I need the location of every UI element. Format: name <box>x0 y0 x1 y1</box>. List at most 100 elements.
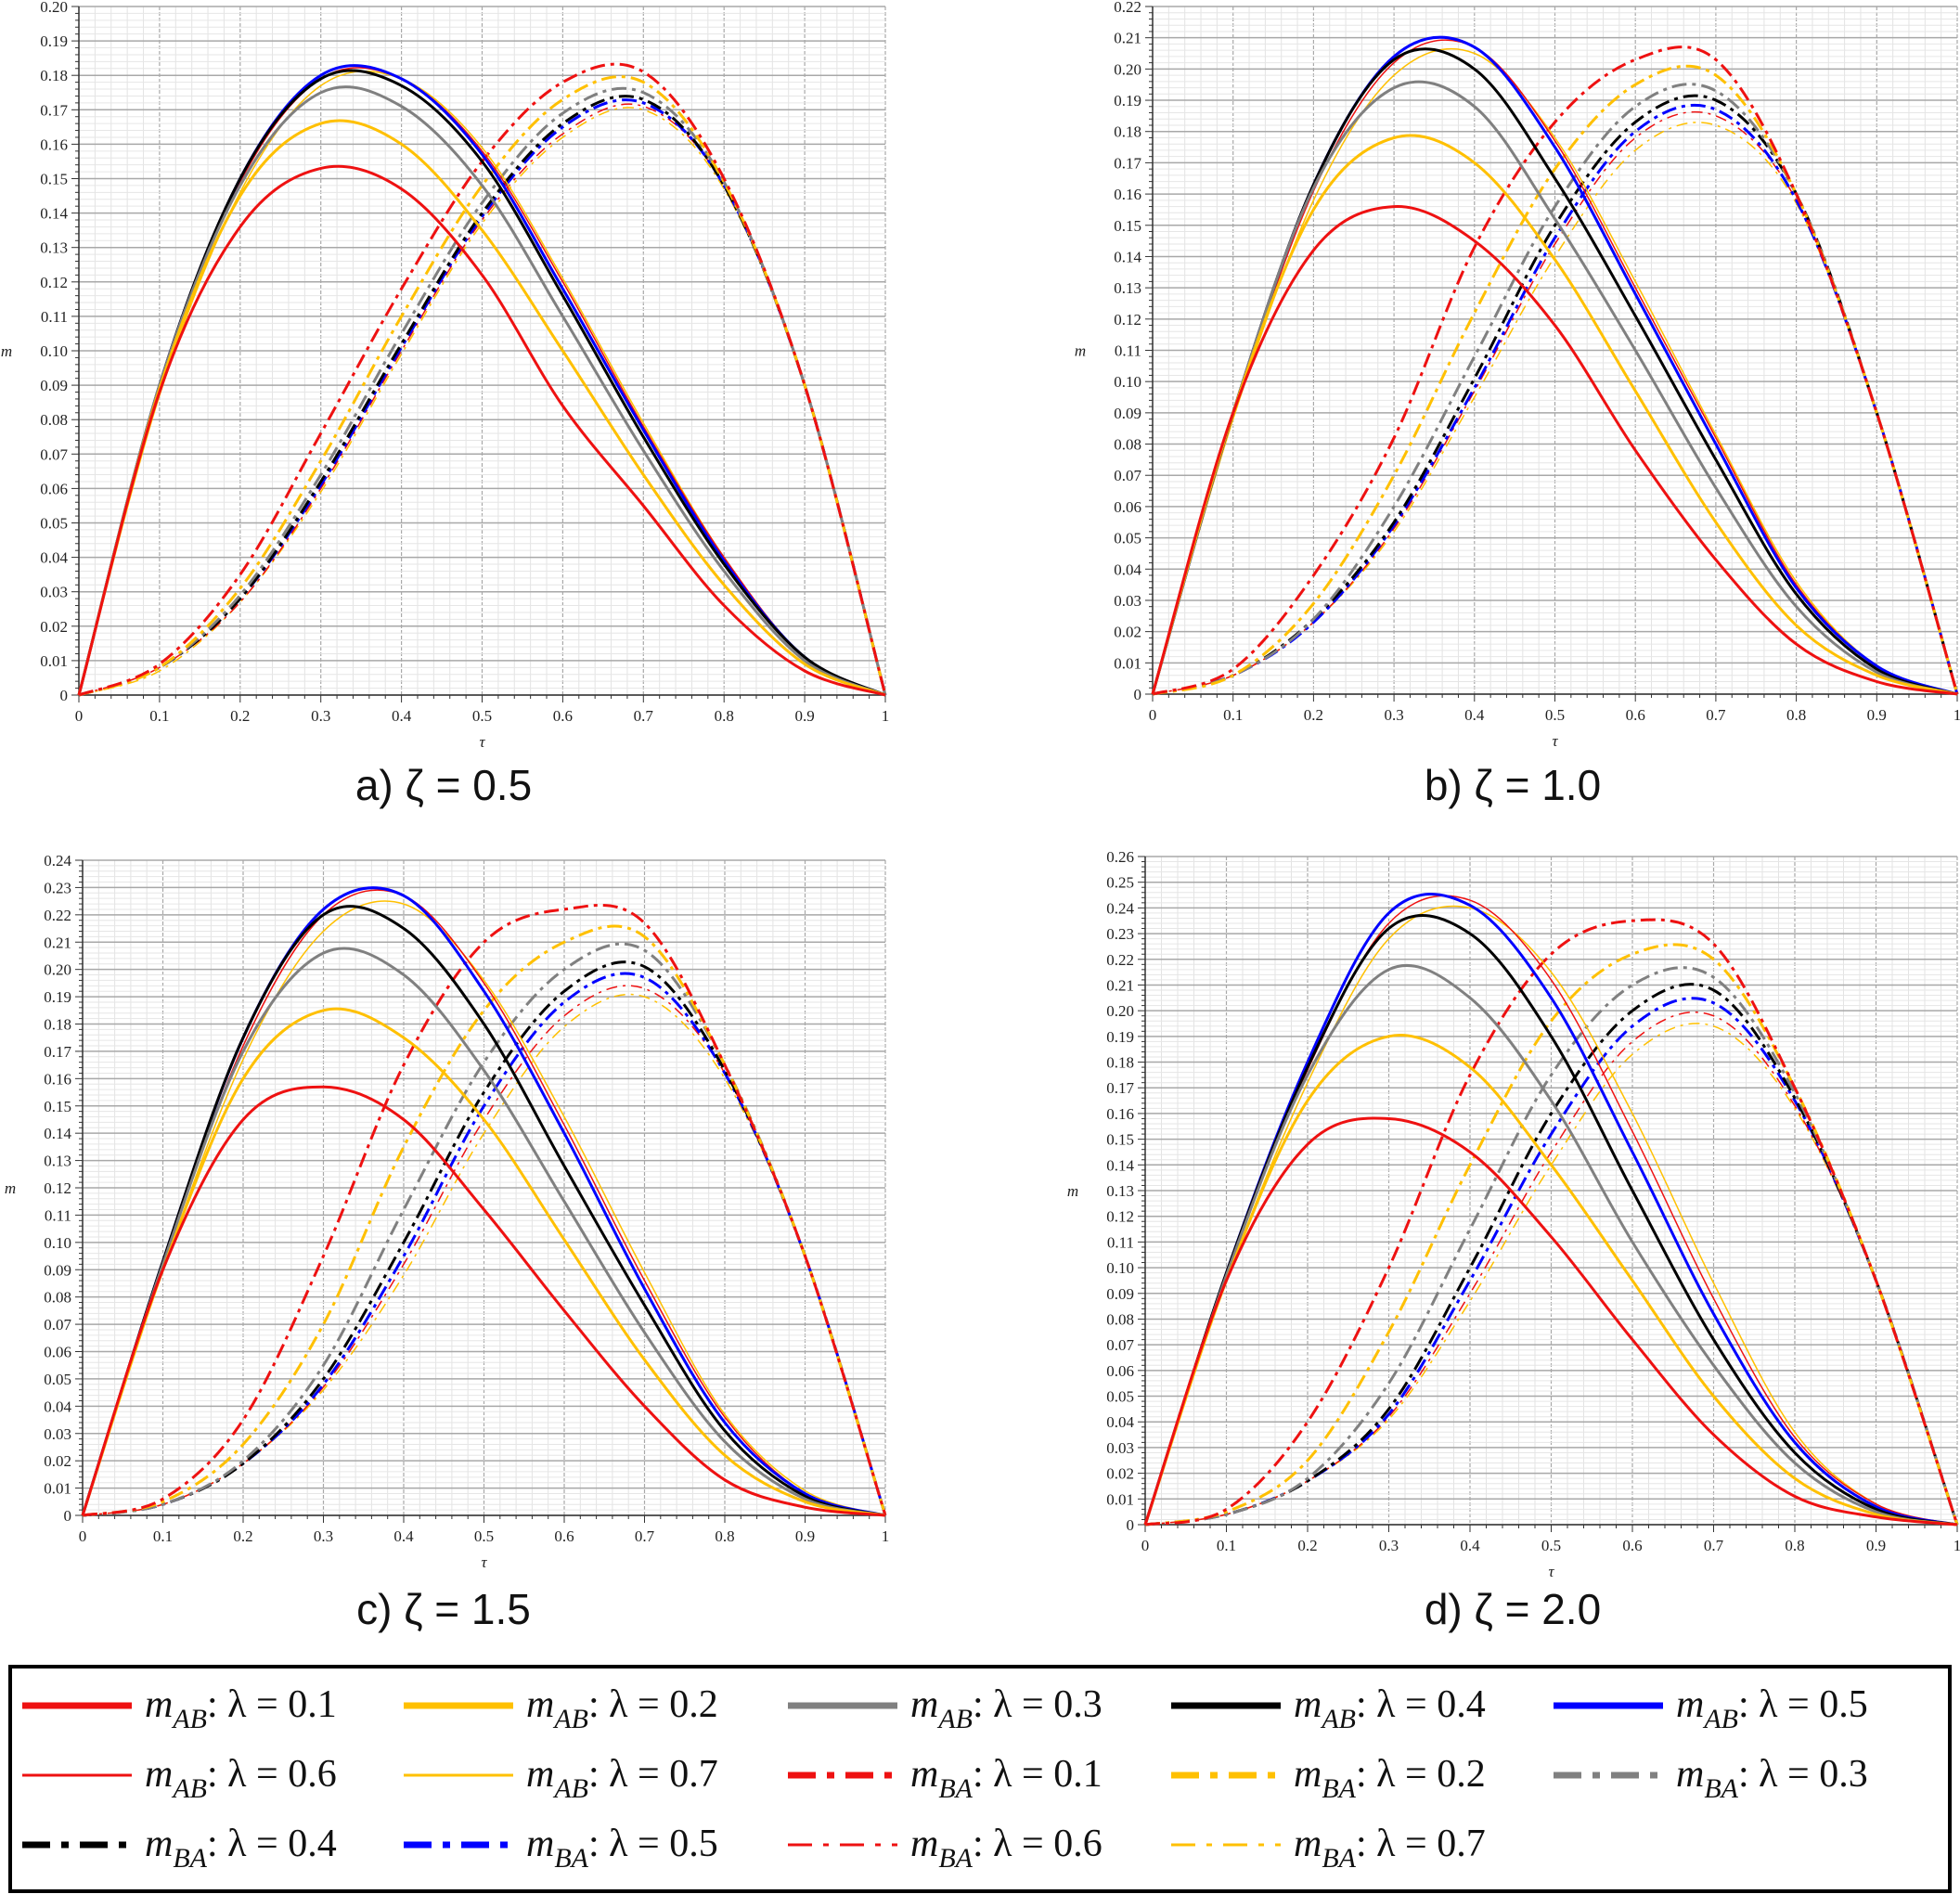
legend-text: : λ = 0.3 <box>973 1683 1102 1726</box>
legend-entry: mAB: λ = 0.2 <box>404 1683 718 1734</box>
x-tick-label: 0.4 <box>392 707 412 725</box>
legend-text: : λ = 0.4 <box>207 1823 337 1865</box>
y-tick-label: 0.19 <box>40 32 68 50</box>
panel-caption: a) ζ = 0.5 <box>355 761 532 809</box>
y-tick-label: 0.22 <box>44 907 71 924</box>
y-tick-label: 0.05 <box>44 1371 71 1388</box>
legend-text: : λ = 0.1 <box>207 1683 337 1726</box>
x-tick-label: 0 <box>1141 1537 1150 1554</box>
y-tick-label: 0.22 <box>1114 0 1141 16</box>
x-tick-label: 0.1 <box>1223 706 1243 724</box>
legend-text: : λ = 0.2 <box>1356 1753 1486 1796</box>
series-line-m-ba-0.5 <box>1152 103 1959 696</box>
legend-text: : λ = 0.4 <box>1356 1683 1486 1726</box>
y-tick-label: 0.12 <box>1106 1208 1134 1226</box>
y-tick-label: 0.05 <box>1114 530 1141 548</box>
y-tick-label: 0.10 <box>44 1234 71 1252</box>
legend-symbol: m <box>526 1753 554 1796</box>
legend-label: mAB: λ = 0.2 <box>526 1683 718 1734</box>
legend-entry: mAB: λ = 0.6 <box>22 1753 337 1804</box>
x-tick-label: 0.8 <box>1785 1537 1804 1554</box>
series-line-m-ba-0.4 <box>78 95 887 697</box>
legend-text: : λ = 0.5 <box>1738 1683 1868 1726</box>
y-tick-label: 0.16 <box>44 1070 71 1088</box>
y-tick-label: 0.24 <box>44 852 71 870</box>
legend-subscript: BA <box>1322 1773 1356 1804</box>
panel-caption: d) ζ = 2.0 <box>1425 1585 1601 1633</box>
y-tick-label: 0.13 <box>1114 279 1141 297</box>
y-tick-label: 0.05 <box>1106 1388 1134 1406</box>
y-tick-label: 0.02 <box>1114 624 1141 641</box>
series-group <box>81 886 887 1517</box>
legend-label: mBA: λ = 0.7 <box>1294 1823 1486 1874</box>
y-tick-label: 0.02 <box>1106 1465 1134 1483</box>
legend-subscript: AB <box>1702 1704 1738 1734</box>
y-tick-label: 0.14 <box>1106 1156 1134 1174</box>
y-tick-label: 0.18 <box>44 1016 71 1034</box>
y-tick-label: 0.06 <box>1114 498 1141 516</box>
legend-text: : λ = 0.6 <box>207 1753 337 1796</box>
y-tick-label: 0.11 <box>41 308 68 326</box>
legend-symbol: m <box>1676 1753 1704 1796</box>
legend-text: : λ = 0.5 <box>588 1823 718 1865</box>
y-tick-label: 0 <box>1134 686 1142 703</box>
series-line-m-ba-0.1 <box>78 62 887 697</box>
y-tick-label: 0.03 <box>1106 1439 1134 1457</box>
panel-caption: b) ζ = 1.0 <box>1425 761 1601 809</box>
legend-subscript: AB <box>171 1773 207 1804</box>
y-tick-label: 0.15 <box>1106 1131 1134 1149</box>
x-tick-label: 0.2 <box>1297 1537 1317 1554</box>
series-line-m-ab-0.1 <box>1151 205 1958 696</box>
grid <box>78 6 886 696</box>
x-tick-label: 0.7 <box>635 1527 655 1545</box>
y-tick-label: 0.03 <box>44 1425 71 1443</box>
x-tick-label: 1 <box>882 1527 890 1545</box>
y-tick-label: 0.10 <box>1114 373 1141 391</box>
legend-symbol: m <box>1294 1753 1322 1796</box>
y-tick-label: 0.12 <box>1114 311 1141 329</box>
y-tick-label: 0.12 <box>44 1179 71 1197</box>
x-tick-label: 0.2 <box>1304 706 1323 724</box>
legend-label: mAB: λ = 0.4 <box>1294 1683 1486 1734</box>
y-tick-label: 0.07 <box>44 1316 71 1334</box>
x-tick-label: 0.1 <box>153 1527 173 1545</box>
y-tick-label: 0.09 <box>40 377 68 394</box>
y-tick-label: 0.08 <box>40 411 68 429</box>
y-tick-label: 0.18 <box>1114 123 1141 141</box>
x-tick-label: 0.4 <box>1460 1537 1480 1554</box>
series-line-m-ab-0.2 <box>1151 134 1958 696</box>
y-tick-label: 0.02 <box>44 1452 71 1470</box>
x-tick-label: 0.1 <box>1217 1537 1236 1554</box>
legend-entry: mBA: λ = 0.5 <box>404 1823 718 1874</box>
series-line-m-ba-0.1 <box>82 904 887 1517</box>
x-axis-label: τ <box>1552 732 1558 750</box>
x-tick-label: 0.6 <box>554 1527 574 1545</box>
x-tick-label: 0.5 <box>474 1527 494 1545</box>
y-tick-label: 0.16 <box>1106 1105 1134 1123</box>
y-tick-label: 0.21 <box>1114 30 1141 47</box>
x-tick-label: 0 <box>79 1527 87 1545</box>
legend-label: mAB: λ = 0.7 <box>526 1753 718 1804</box>
y-tick-label: 0.25 <box>1106 874 1134 892</box>
y-tick-label: 0.04 <box>1114 560 1141 578</box>
legend-label: mBA: λ = 0.1 <box>910 1753 1102 1804</box>
legend-symbol: m <box>145 1753 173 1796</box>
y-tick-label: 0.19 <box>1114 92 1141 110</box>
legend-label: mBA: λ = 0.5 <box>526 1823 718 1874</box>
y-tick-label: 0.14 <box>40 205 68 223</box>
y-tick-label: 0.06 <box>40 480 68 497</box>
series-line-m-ba-0.3 <box>1152 83 1959 696</box>
series-group <box>1151 35 1959 696</box>
x-axis-label: τ <box>481 1553 487 1571</box>
y-tick-label: 0 <box>1127 1516 1135 1534</box>
series-group <box>77 62 887 697</box>
y-tick-label: 0.15 <box>44 1098 71 1115</box>
x-axis-label: τ <box>479 733 485 751</box>
y-tick-label: 0.04 <box>1106 1413 1134 1431</box>
legend-subscript: BA <box>173 1843 207 1874</box>
x-tick-label: 0.3 <box>311 707 330 725</box>
y-tick-label: 0.07 <box>1114 467 1141 484</box>
x-tick-label: 0.5 <box>1545 706 1565 724</box>
y-tick-label: 0.23 <box>1106 925 1134 943</box>
y-tick-label: 0.10 <box>1106 1259 1134 1277</box>
